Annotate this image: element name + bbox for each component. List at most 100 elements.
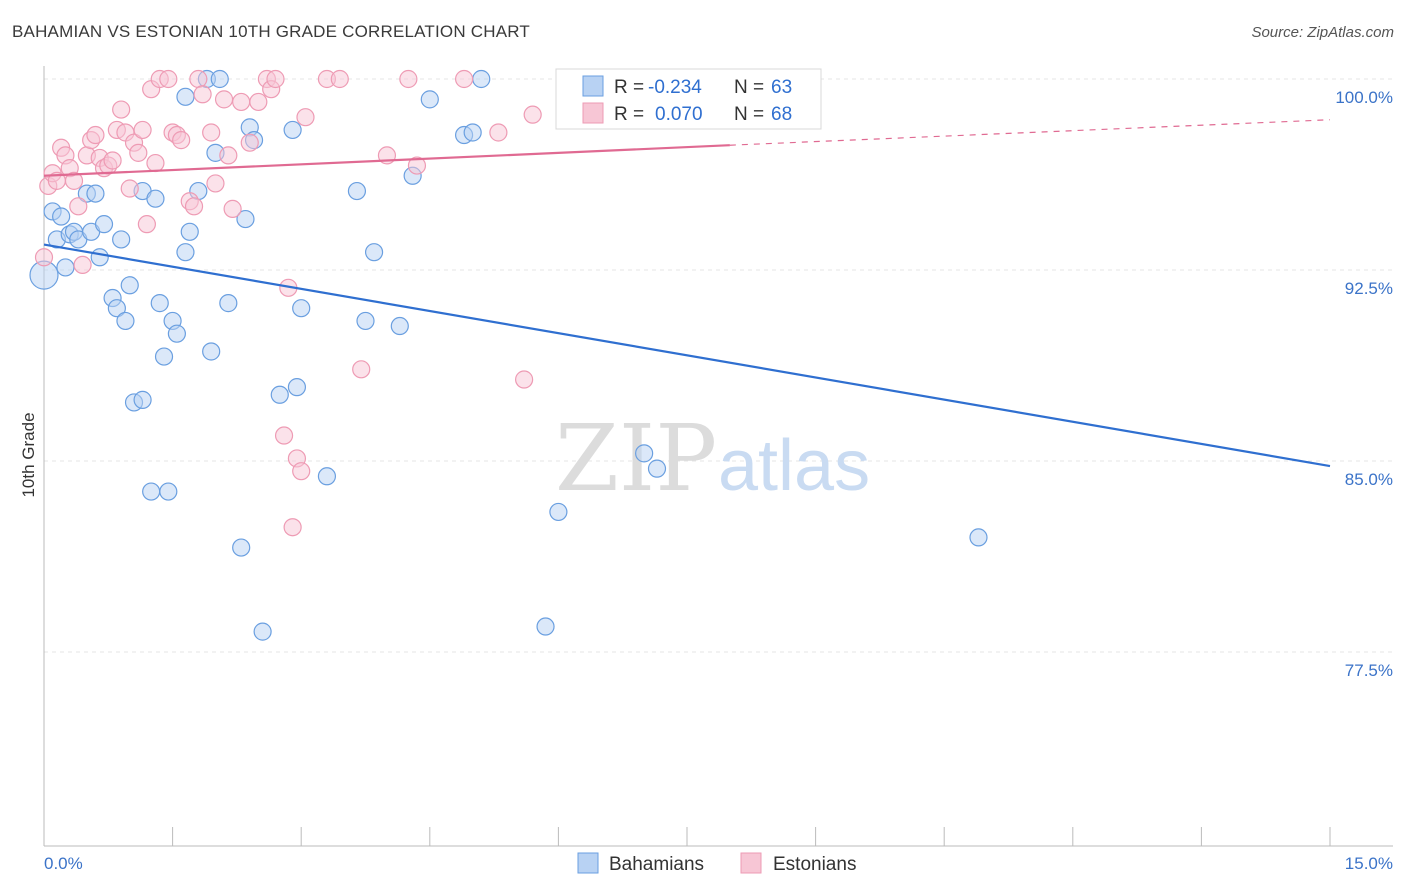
estonians-point-23 — [133, 120, 152, 140]
bahamians-point-21 — [142, 482, 161, 501]
bahamians-point-14 — [107, 299, 126, 318]
bahamians-point-37 — [232, 538, 251, 557]
bahamians-point-28 — [176, 87, 195, 106]
legend-n-value-bahamians: 63 — [771, 77, 792, 98]
bahamians-point-19 — [133, 390, 152, 409]
estonians-point-42 — [240, 133, 259, 152]
bahamians-point-25 — [159, 482, 178, 501]
bahamians-point-27 — [167, 324, 186, 343]
estonians-point-40 — [223, 199, 242, 218]
estonians-point-31 — [172, 131, 191, 150]
bahamians-point-30 — [180, 222, 199, 241]
estonians-point-33 — [184, 197, 204, 216]
axes — [43, 66, 1393, 847]
estonians-point-49 — [283, 518, 302, 537]
watermark-atlas: atlas — [718, 426, 870, 506]
legend-swatch-estonians — [582, 102, 604, 124]
legend-r-label-bahamians: R = — [614, 77, 644, 98]
bahamians-point-24 — [154, 347, 174, 366]
estonians-point-38 — [214, 90, 234, 109]
bahamians-point-17 — [120, 276, 139, 295]
series-legend: Bahamians Estonians — [577, 852, 856, 875]
x-tick-max: 15.0% — [1345, 854, 1393, 873]
estonians-point-46 — [266, 69, 285, 89]
bahamians-point-42 — [270, 385, 289, 404]
estonians-point-57 — [399, 69, 418, 89]
bahamians-point-58 — [635, 444, 654, 463]
bahamians-point-22 — [146, 189, 165, 208]
estonians-point-36 — [202, 123, 221, 142]
bahamians-point-12 — [94, 215, 114, 234]
estonians-point-39 — [219, 146, 238, 165]
legend-n-label-estonians: N = — [734, 104, 764, 125]
estonians-point-12 — [86, 125, 105, 145]
bahamians-point-41 — [253, 622, 272, 641]
bahamians-point-50 — [390, 316, 409, 336]
estonians-point-16 — [103, 151, 122, 170]
chart-title: BAHAMIAN VS ESTONIAN 10TH GRADE CORRELAT… — [12, 22, 531, 41]
estonians-point-55 — [352, 360, 371, 379]
estonians-point-7 — [64, 171, 84, 190]
stats-legend: R = -0.234 N = 63 R = 0.070 N = 68 — [555, 68, 822, 130]
bahamians-point-38 — [236, 209, 255, 229]
legend-n-value-estonians: 68 — [771, 104, 792, 125]
bahamians-point-23 — [150, 294, 169, 313]
bahamians-point-45 — [292, 299, 311, 318]
estonians-point-47 — [274, 426, 294, 445]
estonians-point-43 — [249, 92, 268, 112]
estonians-point-26 — [146, 153, 165, 173]
bahamians-point-55 — [472, 69, 491, 89]
estonians-point-18 — [112, 100, 131, 119]
bahamians-point-54 — [463, 123, 482, 142]
estonians-trend-extension — [729, 119, 1331, 146]
x-tick-min: 0.0% — [44, 854, 83, 873]
bahamians-points — [29, 69, 988, 641]
estonians-point-8 — [69, 197, 88, 216]
bahamians-point-4 — [56, 258, 75, 277]
bahamians-trend-line — [43, 243, 1331, 468]
bahamians-point-33 — [202, 342, 221, 361]
estonians-point-60 — [489, 123, 508, 142]
estonians-point-62 — [523, 105, 542, 124]
bottom-legend-swatch-estonians — [740, 852, 762, 874]
bahamians-point-47 — [347, 181, 367, 201]
watermark: ZIP atlas — [555, 405, 870, 512]
bahamians-point-56 — [536, 617, 555, 636]
legend-swatch-bahamians — [582, 75, 604, 97]
estonians-point-20 — [120, 179, 139, 198]
y-axis-label: 10th Grade — [19, 412, 38, 497]
y-tick-0: 100.0% — [1335, 88, 1393, 107]
estonians-point-22 — [129, 143, 148, 162]
estonians-point-52 — [296, 108, 315, 127]
legend-r-label-estonians: R = — [614, 104, 644, 125]
estonians-point-59 — [454, 69, 474, 89]
source-label: Source: ZipAtlas.com — [1251, 24, 1394, 41]
estonians-point-34 — [189, 69, 208, 89]
trend-lines — [43, 119, 1331, 468]
legend-n-label-bahamians: N = — [734, 77, 764, 98]
estonians-point-54 — [330, 69, 349, 89]
y-tick-2: 85.0% — [1345, 470, 1393, 489]
bahamians-point-46 — [317, 467, 337, 486]
bahamians-point-29 — [176, 243, 195, 262]
bahamians-point-10 — [86, 184, 105, 203]
legend-r-value-bahamians: -0.234 — [648, 77, 702, 98]
bahamians-point-44 — [287, 378, 307, 397]
bahamians-point-35 — [210, 69, 229, 89]
y-tick-labels: 100.0% 92.5% 85.0% 77.5% — [1335, 88, 1393, 680]
bahamians-point-59 — [647, 459, 667, 478]
bahamians-point-36 — [219, 294, 238, 313]
estonians-point-24 — [137, 215, 156, 234]
bahamians-point-52 — [420, 90, 439, 109]
y-tick-3: 77.5% — [1345, 661, 1393, 680]
estonians-point-41 — [232, 92, 251, 112]
bahamians-point-11 — [90, 248, 109, 267]
x-tick-labels: 0.0% 15.0% — [44, 854, 1393, 873]
bottom-legend-swatch-bahamians — [577, 852, 599, 874]
bahamians-point-15 — [112, 230, 131, 249]
bottom-legend-bahamians: Bahamians — [609, 854, 704, 875]
bahamians-point-43 — [283, 120, 302, 140]
estonians-point-58 — [407, 156, 427, 175]
bahamians-point-3 — [52, 207, 71, 226]
